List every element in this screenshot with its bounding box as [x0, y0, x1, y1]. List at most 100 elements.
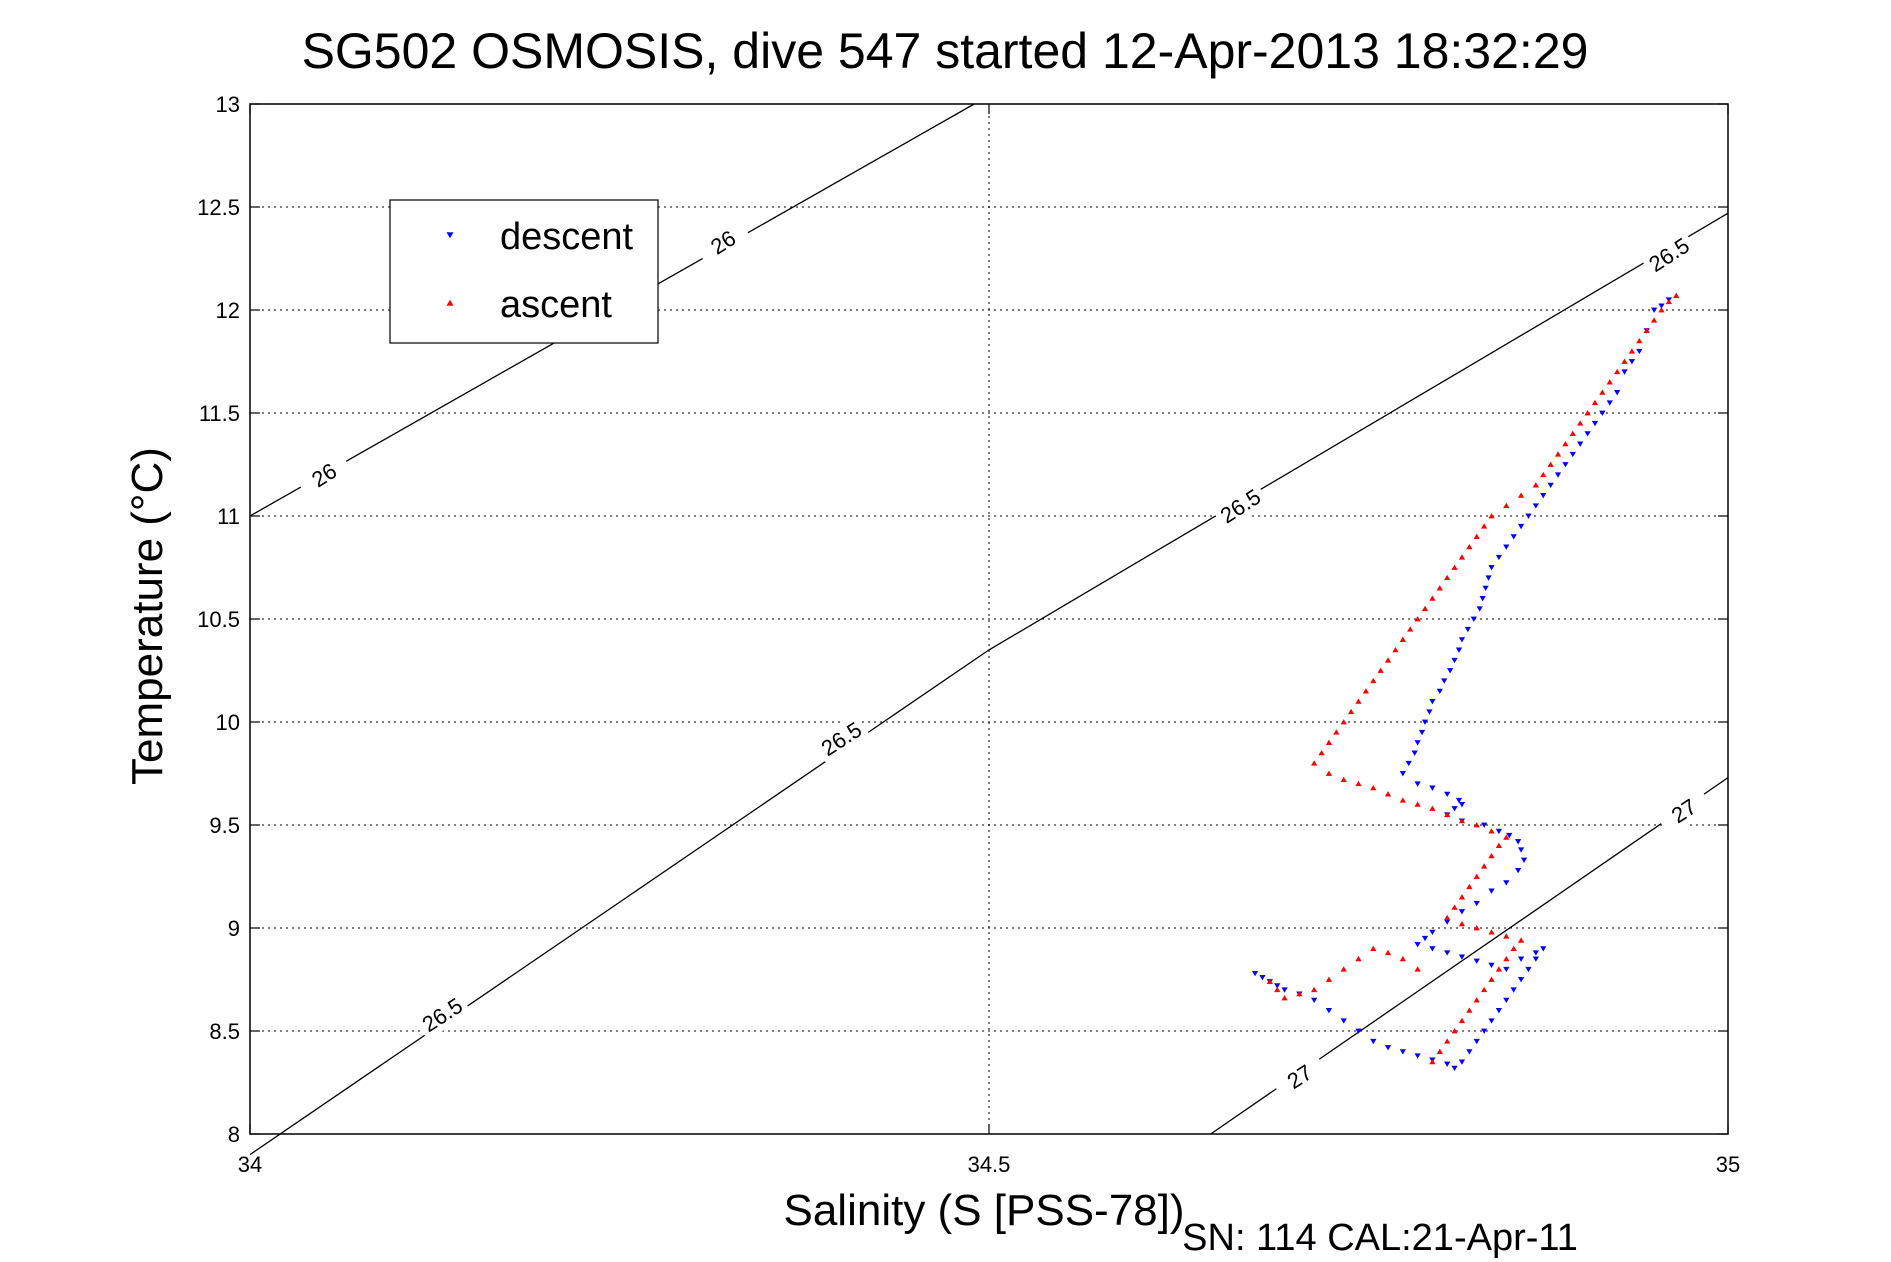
- descent-point: [1577, 441, 1584, 447]
- ascent-point: [1503, 502, 1510, 509]
- descent-point: [1503, 997, 1510, 1004]
- data-points: [1251, 292, 1680, 1072]
- ascent-point: [1421, 605, 1429, 612]
- descent-point: [1451, 657, 1458, 664]
- x-axis-label: Salinity (S [PSS-78]): [783, 1186, 1184, 1235]
- descent-point: [1488, 888, 1495, 894]
- descent-point: [1599, 410, 1606, 416]
- ascent-point: [1473, 873, 1480, 879]
- ascent-point: [1399, 955, 1406, 962]
- descent-point: [1399, 1049, 1406, 1055]
- ascent-point: [1495, 842, 1503, 848]
- descent-point: [1525, 966, 1532, 973]
- contour-label-mask: [1269, 1050, 1329, 1103]
- descent-point: [1259, 975, 1266, 981]
- x-tick-label: 35: [1716, 1152, 1740, 1177]
- descent-point: [1614, 390, 1621, 396]
- ascent-point: [1473, 822, 1480, 828]
- ascent-point: [1458, 817, 1466, 824]
- contour-label-mask: [1639, 228, 1699, 281]
- ascent-point: [1347, 708, 1355, 715]
- descent-point: [1520, 857, 1528, 863]
- descent-point: [1517, 977, 1525, 983]
- descent-point: [1503, 544, 1510, 550]
- descent-point: [1473, 900, 1480, 907]
- ascent-point: [1532, 482, 1539, 488]
- ascent-point: [1407, 626, 1414, 632]
- descent-point: [1429, 785, 1436, 791]
- ascent-point: [1414, 966, 1421, 972]
- ascent-point: [1266, 978, 1273, 984]
- ascent-point: [1325, 739, 1333, 745]
- ascent-point: [1458, 894, 1466, 900]
- ascent-point: [1414, 801, 1421, 807]
- ascent-point: [1488, 976, 1495, 982]
- descent-point: [1517, 956, 1525, 962]
- grid-lines: [250, 104, 1728, 1134]
- serial-calibration-label: SN: 114 CAL:21-Apr-11: [1182, 1217, 1578, 1259]
- x-tick-label: 34.5: [968, 1152, 1011, 1177]
- ascent-point: [1362, 688, 1370, 694]
- descent-point: [1458, 1059, 1466, 1065]
- descent-point: [1399, 771, 1406, 777]
- descent-point: [1569, 451, 1576, 458]
- ascent-point: [1444, 914, 1451, 921]
- ascent-point: [1591, 399, 1599, 406]
- descent-point: [1421, 935, 1429, 942]
- ascent-point: [1503, 955, 1510, 962]
- ascent-point: [1614, 368, 1621, 375]
- ascent-point: [1370, 784, 1377, 791]
- ascent-point: [1370, 945, 1377, 951]
- ascent-point: [1569, 430, 1576, 436]
- descent-point: [1447, 668, 1454, 674]
- ascent-point: [1355, 780, 1362, 787]
- descent-point: [1444, 791, 1451, 798]
- y-tick-label: 10: [216, 710, 240, 735]
- descent-point: [1540, 946, 1547, 952]
- contour-label-mask: [412, 988, 472, 1041]
- descent-point: [1547, 482, 1554, 489]
- descent-point: [1281, 987, 1288, 993]
- ascent-point: [1517, 937, 1525, 943]
- ascent-point: [1429, 805, 1436, 811]
- descent-point: [1606, 400, 1613, 406]
- ascent-point: [1562, 440, 1569, 447]
- ascent-point: [1488, 929, 1495, 935]
- ascent-point: [1665, 298, 1673, 305]
- series-ascent: [1266, 292, 1680, 1065]
- descent-point: [1488, 962, 1495, 969]
- descent-point: [1503, 966, 1510, 973]
- ascent-point: [1444, 574, 1451, 581]
- ascent-point: [1384, 949, 1392, 956]
- descent-point: [1476, 606, 1483, 612]
- descent-point: [1455, 797, 1463, 804]
- ascent-point: [1643, 327, 1650, 333]
- descent-point: [1562, 462, 1569, 468]
- descent-point: [1470, 616, 1477, 622]
- y-tick-label: 12: [216, 298, 240, 323]
- ascent-point: [1503, 834, 1510, 840]
- descent-point: [1426, 709, 1433, 715]
- descent-point: [1591, 420, 1599, 427]
- descent-point: [1517, 847, 1525, 853]
- y-tick-label: 8: [228, 1122, 240, 1147]
- y-tick-label: 12.5: [197, 195, 240, 220]
- descent-point: [1479, 596, 1486, 602]
- descent-point: [1451, 806, 1458, 812]
- ascent-point: [1599, 389, 1606, 395]
- y-tick-label: 10.5: [197, 607, 240, 632]
- ascent-point: [1340, 776, 1347, 783]
- descent-point: [1532, 950, 1539, 956]
- descent-point: [1325, 1008, 1333, 1014]
- descent-point: [1495, 554, 1503, 561]
- descent-point: [1510, 534, 1517, 540]
- ascent-point: [1466, 1007, 1473, 1013]
- legend-ascent-label: ascent: [500, 284, 612, 326]
- descent-point: [1421, 719, 1429, 725]
- ascent-point: [1436, 1048, 1443, 1054]
- descent-point: [1370, 1038, 1377, 1045]
- y-tick-label: 8.5: [209, 1019, 240, 1044]
- descent-point: [1532, 956, 1539, 962]
- ascent-point: [1481, 863, 1488, 869]
